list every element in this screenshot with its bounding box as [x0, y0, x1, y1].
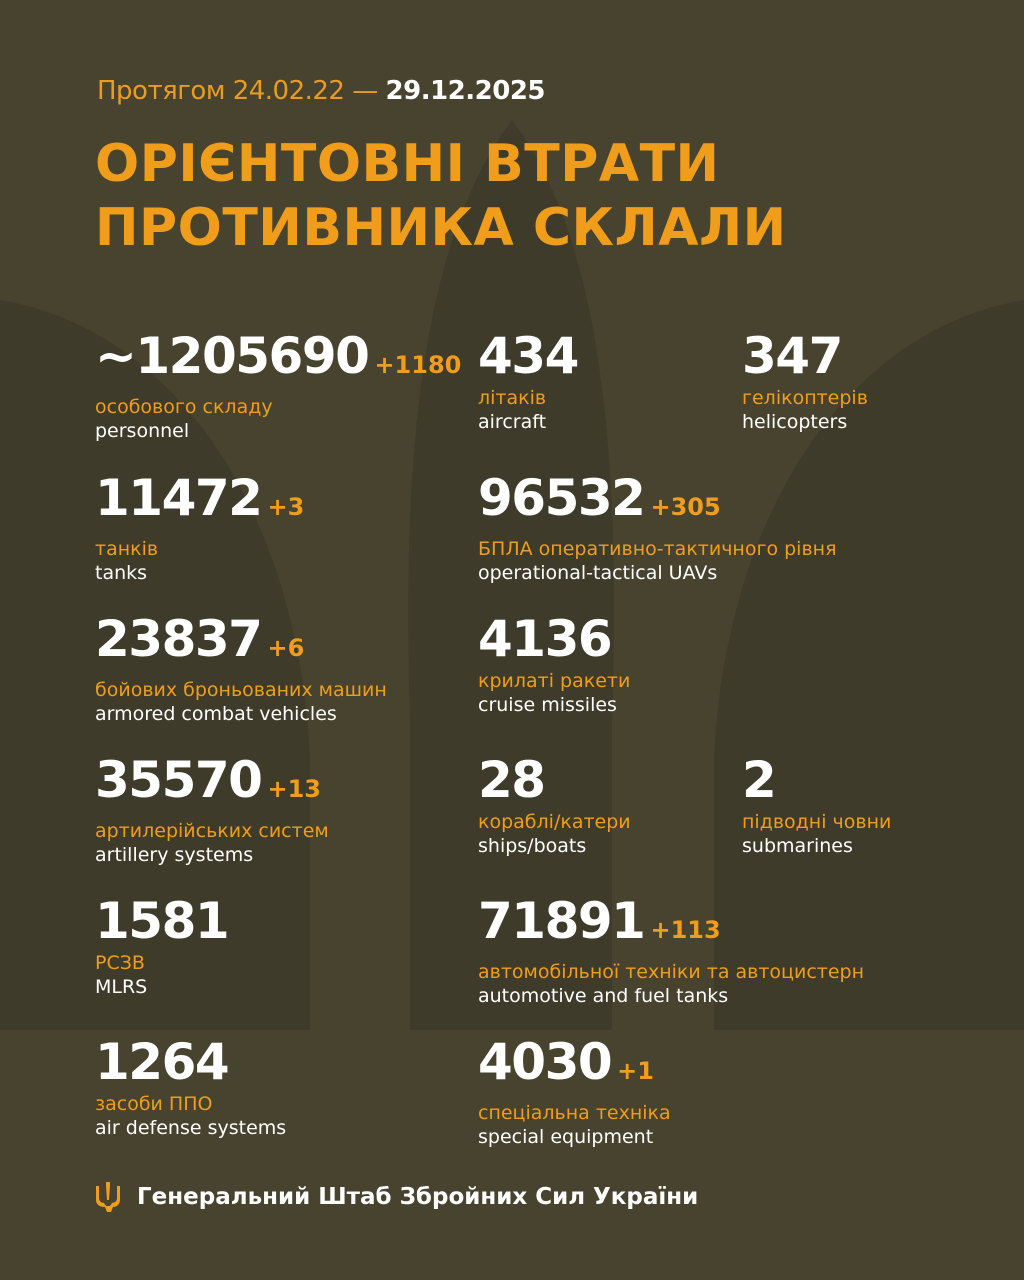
stat-value: 4030 +1 [478, 1036, 671, 1097]
label-en: MLRS [95, 976, 148, 998]
daily-delta: +113 [650, 916, 721, 944]
value: 28 [478, 751, 546, 809]
stat-value: 1264 [95, 1036, 286, 1088]
label-en: air defense systems [95, 1117, 287, 1139]
value: 4136 [478, 610, 613, 668]
stat-ships-boats: 28 кораблі/катери ships/boats [478, 754, 631, 858]
value: 96532 [478, 469, 646, 527]
label-ua: спеціальна техніка [478, 1102, 671, 1124]
daily-delta: +13 [267, 775, 321, 803]
footer-text: Генеральний Штаб Збройних Сил України [137, 1184, 699, 1210]
daily-delta: +1180 [374, 351, 462, 379]
stat-value: 11472 +3 [95, 472, 304, 533]
label-ua: крилаті ракети [478, 670, 631, 692]
stat-artillery-systems: 35570 +13 артилерійських систем artillery… [95, 754, 329, 867]
period-start: Протягом 24.02.22 — [97, 76, 378, 106]
stat-value: 28 [478, 754, 631, 806]
footer: Генеральний Штаб Збройних Сил України [95, 1182, 698, 1212]
daily-delta: +1 [617, 1057, 654, 1085]
stat-value: 4136 [478, 613, 630, 665]
stat-cruise-missiles: 4136 крилаті ракети cruise missiles [478, 613, 630, 717]
label-en: personnel [95, 420, 190, 442]
label-ua: особового складу [95, 396, 273, 418]
stat-value: 347 [742, 330, 868, 382]
stat-personnel: ~1205690 +1180 особового складу personnel [95, 330, 461, 443]
period: Протягом 24.02.22 — 29.12.2025 [97, 76, 546, 106]
value: 1581 [95, 892, 230, 950]
label-en: operational-tactical UAVs [478, 562, 718, 584]
daily-delta: +305 [650, 493, 721, 521]
label-ua: автомобільної техніки та автоцистерн [478, 961, 865, 983]
stat-value: 35570 +13 [95, 754, 329, 815]
value: 2 [742, 751, 777, 809]
stat-special-equipment: 4030 +1 спеціальна техніка special equipm… [478, 1036, 671, 1149]
label-en: artillery systems [95, 844, 254, 866]
stat-armored-combat-vehicles: 23837 +6 бойових броньованих машин armore… [95, 613, 387, 726]
label-ua: підводні човни [742, 811, 892, 833]
stat-value: 434 [478, 327, 579, 385]
daily-delta: +6 [267, 634, 305, 662]
stat-value: 71891 +113 [478, 895, 864, 956]
label-en: tanks [95, 562, 148, 584]
period-end: 29.12.2025 [385, 76, 546, 106]
trident-icon [96, 1182, 120, 1212]
label-en: helicopters [742, 411, 848, 433]
stat-aircraft: 434 літаків aircraft [478, 327, 579, 434]
title-line-2: ПРОТИВНИКА СКЛАЛИ [95, 198, 787, 258]
value: 23837 [95, 610, 263, 668]
label-en: aircraft [478, 411, 547, 433]
stat-value: 1581 [95, 892, 230, 950]
title-line-1: ОРІЄНТОВНІ ВТРАТИ [95, 134, 720, 194]
label-en: automotive and fuel tanks [478, 985, 729, 1007]
stat-value: ~1205690 +1180 [95, 330, 461, 391]
value: 35570 [95, 751, 263, 809]
label-ua: танків [95, 538, 159, 560]
label-ua: артилерійських систем [95, 820, 329, 842]
value: ~1205690 [95, 327, 370, 385]
value: 11472 [95, 469, 263, 527]
page-title: ОРІЄНТОВНІ ВТРАТИ ПРОТИВНИКА СКЛАЛИ [95, 132, 787, 260]
stat-mlrs: 1581 РСЗВ MLRS [95, 892, 230, 999]
label-ua: літаків [478, 387, 547, 409]
label-ua: бойових броньованих машин [95, 679, 387, 701]
stat-air-defense-systems: 1264 засоби ППО air defense systems [95, 1036, 286, 1140]
stat-tanks: 11472 +3 танків tanks [95, 472, 304, 585]
label-ua: кораблі/катери [478, 811, 631, 833]
label-en: special equipment [478, 1126, 654, 1148]
label-ua: РСЗВ [95, 952, 145, 974]
value: 71891 [478, 892, 646, 950]
value: 347 [742, 327, 843, 385]
label-ua: засоби ППО [95, 1093, 213, 1115]
label-en: armored combat vehicles [95, 703, 337, 725]
stat-automotive-and-fuel-tanks: 71891 +113 автомобільної техніки та автоц… [478, 895, 864, 1008]
stat-submarines: 2 підводні човни submarines [742, 754, 891, 858]
stat-value: 23837 +6 [95, 613, 387, 674]
daily-delta: +3 [267, 493, 305, 521]
stat-helicopters: 347 гелікоптерів helicopters [742, 330, 868, 434]
label-ua: БПЛА оперативно-тактичного рівня [478, 538, 837, 560]
stat-value: 96532 +305 [478, 472, 837, 533]
label-en: cruise missiles [478, 694, 617, 716]
stat-value: 2 [742, 754, 891, 806]
label-ua: гелікоптерів [742, 387, 868, 409]
value: 1264 [95, 1033, 230, 1091]
value: 4030 [478, 1033, 613, 1091]
label-en: ships/boats [478, 835, 587, 857]
label-en: submarines [742, 835, 853, 857]
stat-operational-tactical-uavs: 96532 +305 БПЛА оперативно-тактичного рів… [478, 472, 837, 585]
value: 434 [478, 327, 579, 385]
